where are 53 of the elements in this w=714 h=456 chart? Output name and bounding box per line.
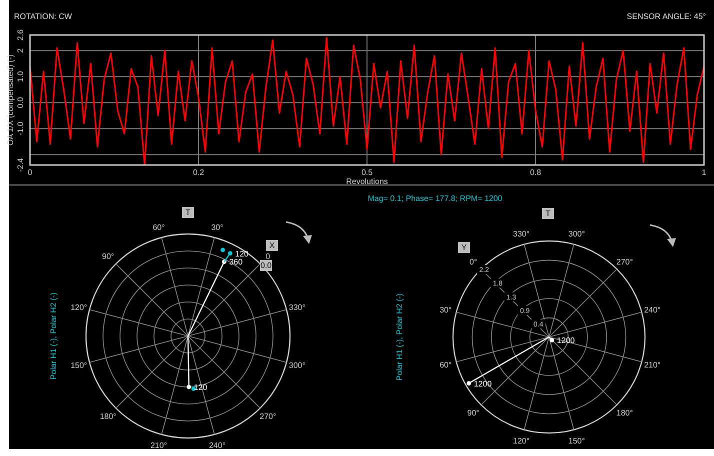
text: T xyxy=(186,208,191,217)
text: Polar H1 (-), Polar H2 (-) xyxy=(49,292,58,380)
x-tick-label: 0.5 xyxy=(361,168,374,177)
y-axis-title: OA 1/X (compensated) (-) xyxy=(6,54,15,146)
text: ROTATION: CW xyxy=(14,12,72,21)
text: Polar H1 (-), Polar H2 (-) xyxy=(395,293,404,381)
text: 300° xyxy=(288,361,306,370)
y-tick-label: -2.4 xyxy=(16,158,25,172)
y-tick-label: 2 xyxy=(16,48,25,53)
text: 30° xyxy=(440,305,452,314)
text: 270° xyxy=(260,412,276,421)
text: 270° xyxy=(616,257,633,266)
text: 180° xyxy=(100,412,116,421)
y-tick-label: 1.0 xyxy=(16,70,25,82)
text: X xyxy=(269,241,276,250)
text: Mag= 0.1; Phase= 177.8; RPM= 1200 xyxy=(368,194,503,203)
text: SENSOR ANGLE: 45° xyxy=(626,12,706,21)
text: 60° xyxy=(440,360,452,370)
y-tick-label: 2.6 xyxy=(16,28,25,41)
text: 60° xyxy=(152,222,165,232)
text: 240° xyxy=(208,441,226,450)
text: 210° xyxy=(150,441,168,450)
x-tick-label: 0 xyxy=(28,168,33,177)
x-axis-title: Revolutions xyxy=(346,177,388,186)
text: 330° xyxy=(513,230,530,239)
y-tick-label: -1.0 xyxy=(16,121,25,136)
text: 150° xyxy=(568,436,585,446)
text: 150° xyxy=(70,361,88,370)
text: 120° xyxy=(70,302,88,312)
text: 120 xyxy=(235,249,250,258)
text: 120° xyxy=(513,436,530,446)
text: 360 xyxy=(229,258,244,267)
x-tick-label: 0.2 xyxy=(192,168,205,177)
text: 0° xyxy=(470,257,478,266)
text: 90° xyxy=(102,252,114,262)
x-tick-label: 0.8 xyxy=(530,168,542,177)
text: 330° xyxy=(288,302,306,312)
line-series xyxy=(29,36,705,166)
text: 240° xyxy=(644,305,661,314)
text: 0.0 xyxy=(260,261,272,270)
text: 30° xyxy=(211,222,224,232)
y-tick-label: 0.0 xyxy=(16,96,25,108)
text: 120 xyxy=(194,382,208,392)
text: 300° xyxy=(568,230,585,239)
x-tick-label: 1 xyxy=(702,168,707,177)
text: 0 xyxy=(266,252,271,262)
text: Y xyxy=(461,243,468,252)
text: 210° xyxy=(644,360,661,370)
text: 90° xyxy=(467,408,480,418)
text: 180° xyxy=(616,408,633,418)
text: T xyxy=(546,209,551,218)
text: 1200 xyxy=(556,336,576,346)
text: 1200 xyxy=(474,379,492,388)
